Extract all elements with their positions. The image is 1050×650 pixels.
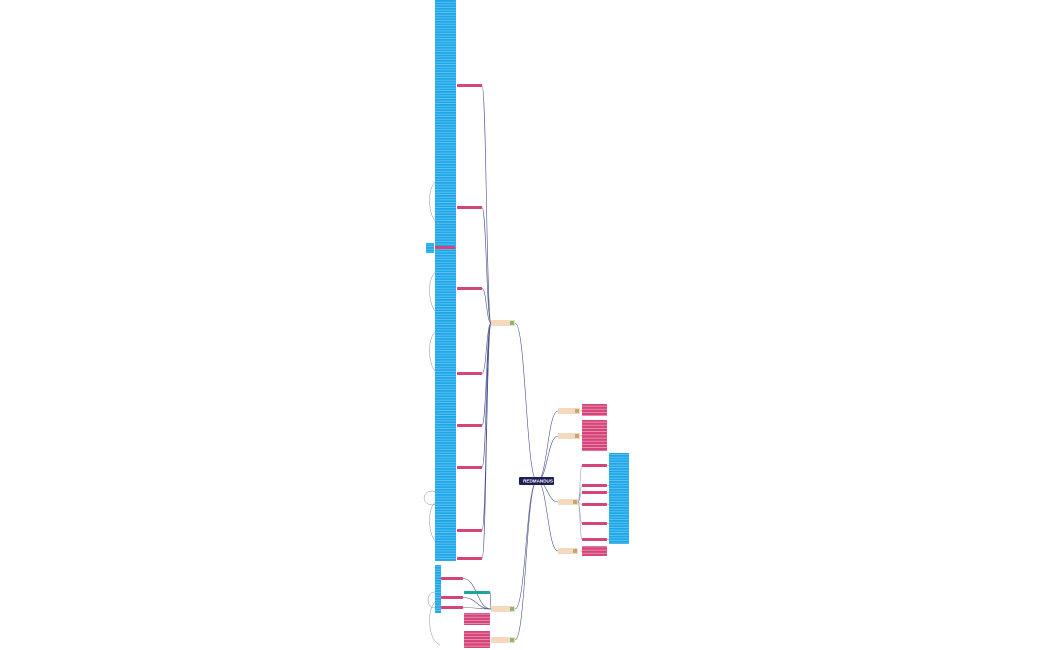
category-node xyxy=(457,424,482,427)
branch-node xyxy=(491,320,515,326)
category-node xyxy=(582,491,607,494)
branch-node xyxy=(558,408,580,414)
category-node xyxy=(441,596,463,599)
category-node xyxy=(457,466,482,469)
link xyxy=(514,322,538,482)
branch-icon xyxy=(573,549,577,553)
link xyxy=(481,288,492,324)
category-node xyxy=(457,372,482,375)
leaf-list xyxy=(582,404,607,416)
leaf-list xyxy=(582,546,607,556)
link xyxy=(514,480,538,641)
category-node xyxy=(582,538,607,541)
branch-node xyxy=(491,637,515,643)
category-node xyxy=(457,287,482,290)
branch-icon xyxy=(510,607,514,611)
link xyxy=(462,607,492,610)
category-node xyxy=(457,84,482,87)
branch-node xyxy=(558,499,578,505)
branch-node xyxy=(558,548,578,554)
link xyxy=(577,465,583,503)
category-node xyxy=(457,206,482,209)
category-node xyxy=(582,522,607,525)
links xyxy=(423,85,609,646)
link xyxy=(577,501,583,540)
branch-icon xyxy=(510,638,514,642)
central-node: REDMANDUS xyxy=(519,477,554,485)
category-node xyxy=(582,464,607,467)
category-node xyxy=(441,606,463,609)
leaf-list xyxy=(435,565,441,613)
category-node xyxy=(582,484,607,487)
branch-node xyxy=(558,433,580,439)
link xyxy=(481,207,492,324)
link xyxy=(536,410,559,482)
nodes xyxy=(426,0,629,648)
link xyxy=(577,492,583,503)
leaf-list xyxy=(582,420,607,451)
branch-icon xyxy=(510,321,514,325)
category-node xyxy=(457,557,482,560)
central-box xyxy=(519,477,554,485)
category-node xyxy=(441,577,463,580)
leaf-list xyxy=(464,631,490,648)
link xyxy=(481,85,492,324)
central-label: REDMANDUS xyxy=(523,479,553,484)
link xyxy=(579,409,583,412)
link xyxy=(481,322,492,426)
link xyxy=(577,501,583,505)
branch-icon xyxy=(575,409,579,413)
link xyxy=(579,435,583,437)
link xyxy=(481,322,492,374)
leaf-list xyxy=(435,0,456,561)
link xyxy=(489,591,492,610)
leaf-list xyxy=(609,453,629,544)
category-node xyxy=(582,503,607,506)
branch-icon xyxy=(573,500,577,504)
category-node xyxy=(435,246,455,249)
leaf-list xyxy=(464,613,490,625)
branch-node xyxy=(491,606,515,612)
branch-icon xyxy=(575,434,579,438)
category-node xyxy=(457,529,482,532)
category-node xyxy=(464,591,490,594)
link xyxy=(536,435,559,482)
link xyxy=(514,480,538,610)
leaf-list xyxy=(426,243,434,253)
link xyxy=(481,322,492,468)
